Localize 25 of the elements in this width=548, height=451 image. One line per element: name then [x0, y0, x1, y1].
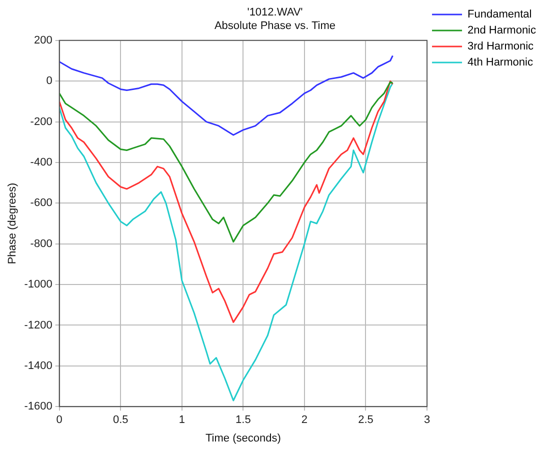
x-tick-label: 2.5: [358, 414, 374, 426]
x-tick-label: 1: [178, 414, 185, 426]
y-tick-label: 0: [46, 75, 52, 88]
y-tick-label: -1400: [24, 360, 52, 372]
x-tick-label: 0: [56, 414, 62, 426]
legend-label: 2nd Harmonic: [468, 24, 536, 37]
y-tick-label: -1000: [24, 278, 52, 291]
x-tick-label: 3: [424, 414, 430, 426]
y-tick-label: -200: [30, 116, 52, 128]
y-tick-label: -1600: [24, 400, 52, 413]
legend-label: Fundamental: [468, 8, 532, 21]
chart-title: '1012.WAV': [247, 6, 303, 19]
y-tick-label: -400: [30, 156, 52, 168]
legend-label: 3rd Harmonic: [468, 40, 534, 53]
y-tick-label: -600: [30, 197, 52, 210]
y-tick-label: -1200: [24, 319, 52, 332]
x-tick-label: 2: [301, 414, 308, 426]
y-tick-label: -800: [30, 238, 52, 250]
y-axis-title: Phase (degrees): [6, 182, 19, 264]
x-tick-label: 1.5: [236, 414, 251, 426]
y-tick-label: 200: [34, 34, 52, 46]
x-tick-label: 0.5: [112, 414, 128, 426]
legend-label: 4th Harmonic: [468, 56, 534, 69]
x-axis-title: Time (seconds): [205, 432, 281, 444]
chart-subtitle: Absolute Phase vs. Time: [214, 20, 336, 32]
